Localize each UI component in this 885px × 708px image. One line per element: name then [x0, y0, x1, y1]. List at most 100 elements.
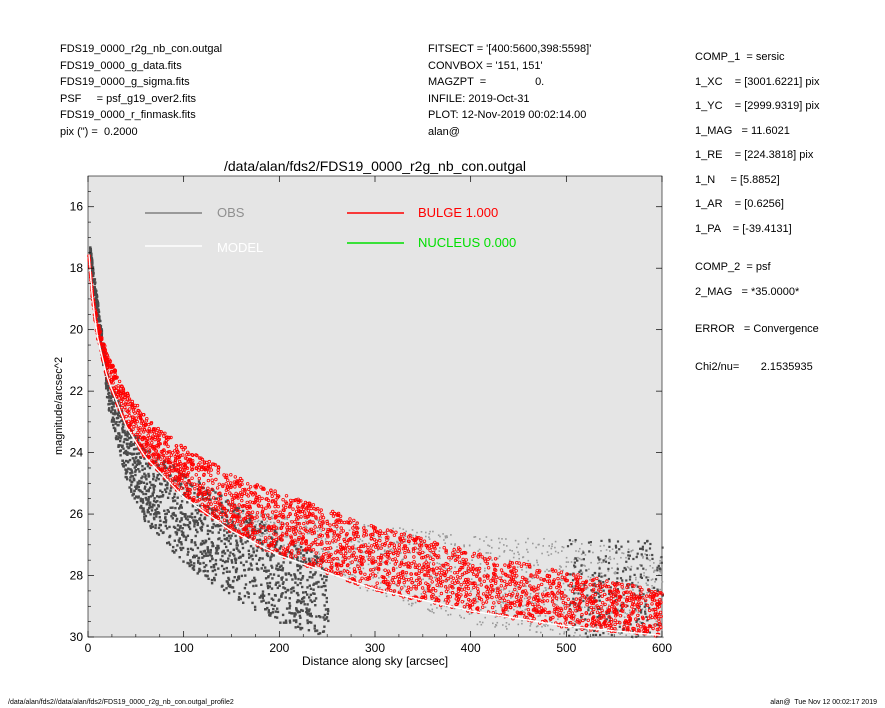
obs-point	[174, 506, 177, 510]
obs-point-outer	[623, 636, 625, 638]
bulge-point	[190, 482, 194, 486]
obs-point	[228, 570, 231, 573]
obs-point	[627, 557, 630, 560]
obs-point	[95, 305, 99, 309]
obs-point	[295, 607, 298, 610]
obs-point	[154, 524, 157, 527]
obs-point	[281, 592, 284, 595]
obs-point-outer	[578, 628, 581, 630]
bulge-point	[133, 411, 137, 415]
obs-point	[112, 402, 115, 405]
bulge-point	[143, 450, 147, 454]
obs-point-outer	[595, 635, 597, 638]
obs-point	[179, 546, 182, 550]
obs-point-outer	[416, 531, 418, 534]
obs-point	[140, 504, 143, 508]
obs-point	[154, 512, 157, 515]
bulge-point	[464, 584, 468, 589]
obs-point	[312, 588, 315, 591]
obs-point	[118, 404, 122, 407]
bulge-point	[477, 570, 481, 574]
obs-point-outer	[261, 535, 264, 537]
bulge-point	[312, 561, 316, 566]
obs-point	[201, 552, 204, 555]
obs-point-outer	[547, 624, 549, 627]
obs-point	[299, 578, 303, 581]
obs-point-outer	[522, 556, 524, 559]
obs-point	[322, 568, 326, 572]
obs-point	[599, 594, 602, 597]
obs-point	[131, 471, 134, 474]
obs-point	[180, 482, 183, 486]
obs-point	[132, 492, 135, 495]
obs-point-outer	[275, 530, 278, 533]
obs-point-outer	[647, 558, 650, 561]
obs-point-outer	[494, 605, 497, 608]
obs-point-outer	[314, 523, 316, 525]
bulge-point	[280, 521, 284, 526]
obs-point	[282, 621, 286, 624]
bulge-point	[550, 599, 555, 604]
bulge-point	[343, 539, 347, 543]
obs-point-outer	[563, 604, 565, 607]
bulge-point	[560, 613, 564, 617]
bulge-point	[638, 629, 642, 633]
bulge-point	[502, 598, 507, 603]
bulge-point	[385, 528, 390, 532]
obs-point	[267, 593, 271, 596]
obs-point	[127, 467, 130, 470]
obs-point	[186, 547, 190, 551]
obs-point	[124, 420, 127, 424]
obs-point-outer	[425, 558, 427, 561]
obs-point-outer	[579, 635, 581, 638]
obs-point	[640, 547, 643, 550]
obs-point	[211, 569, 214, 573]
bulge-point	[378, 538, 382, 543]
bulge-point	[276, 504, 280, 509]
bulge-point	[460, 600, 464, 604]
obs-point	[206, 546, 209, 549]
obs-point	[113, 413, 116, 416]
obs-point-outer	[505, 602, 507, 604]
obs-point-outer	[508, 562, 510, 565]
obs-point	[115, 412, 119, 415]
bulge-point	[600, 584, 605, 589]
obs-point	[93, 287, 96, 290]
obs-point	[260, 520, 263, 523]
obs-point-outer	[588, 568, 590, 570]
obs-point-outer	[518, 557, 520, 560]
obs-point-outer	[444, 542, 446, 544]
bulge-point	[177, 459, 182, 464]
obs-point	[608, 545, 611, 548]
obs-point	[579, 569, 582, 572]
bulge-point	[375, 543, 379, 548]
obs-point	[119, 439, 122, 443]
obs-point	[105, 387, 108, 390]
obs-point	[139, 506, 142, 509]
obs-point	[586, 635, 589, 638]
obs-point	[206, 532, 210, 536]
obs-point-outer	[281, 531, 283, 534]
obs-point-outer	[642, 555, 645, 558]
obs-point-outer	[413, 581, 415, 583]
obs-point	[261, 594, 264, 598]
obs-point	[651, 553, 654, 557]
bulge-point	[483, 557, 487, 561]
obs-point	[319, 615, 322, 619]
bulge-point	[144, 446, 148, 451]
obs-point-outer	[659, 570, 661, 573]
obs-point-outer	[609, 558, 612, 561]
obs-point	[105, 395, 109, 399]
header-user: alan@	[428, 125, 460, 138]
obs-point-outer	[335, 527, 338, 530]
obs-point-outer	[541, 552, 543, 555]
obs-point-outer	[345, 536, 347, 539]
obs-point-outer	[456, 578, 459, 581]
bulge-point	[414, 572, 418, 576]
obs-point-outer	[377, 572, 379, 574]
obs-point-outer	[546, 568, 548, 571]
obs-point	[181, 546, 185, 550]
obs-point-outer	[440, 607, 443, 610]
bulge-point	[402, 580, 406, 585]
bulge-point	[584, 597, 589, 601]
